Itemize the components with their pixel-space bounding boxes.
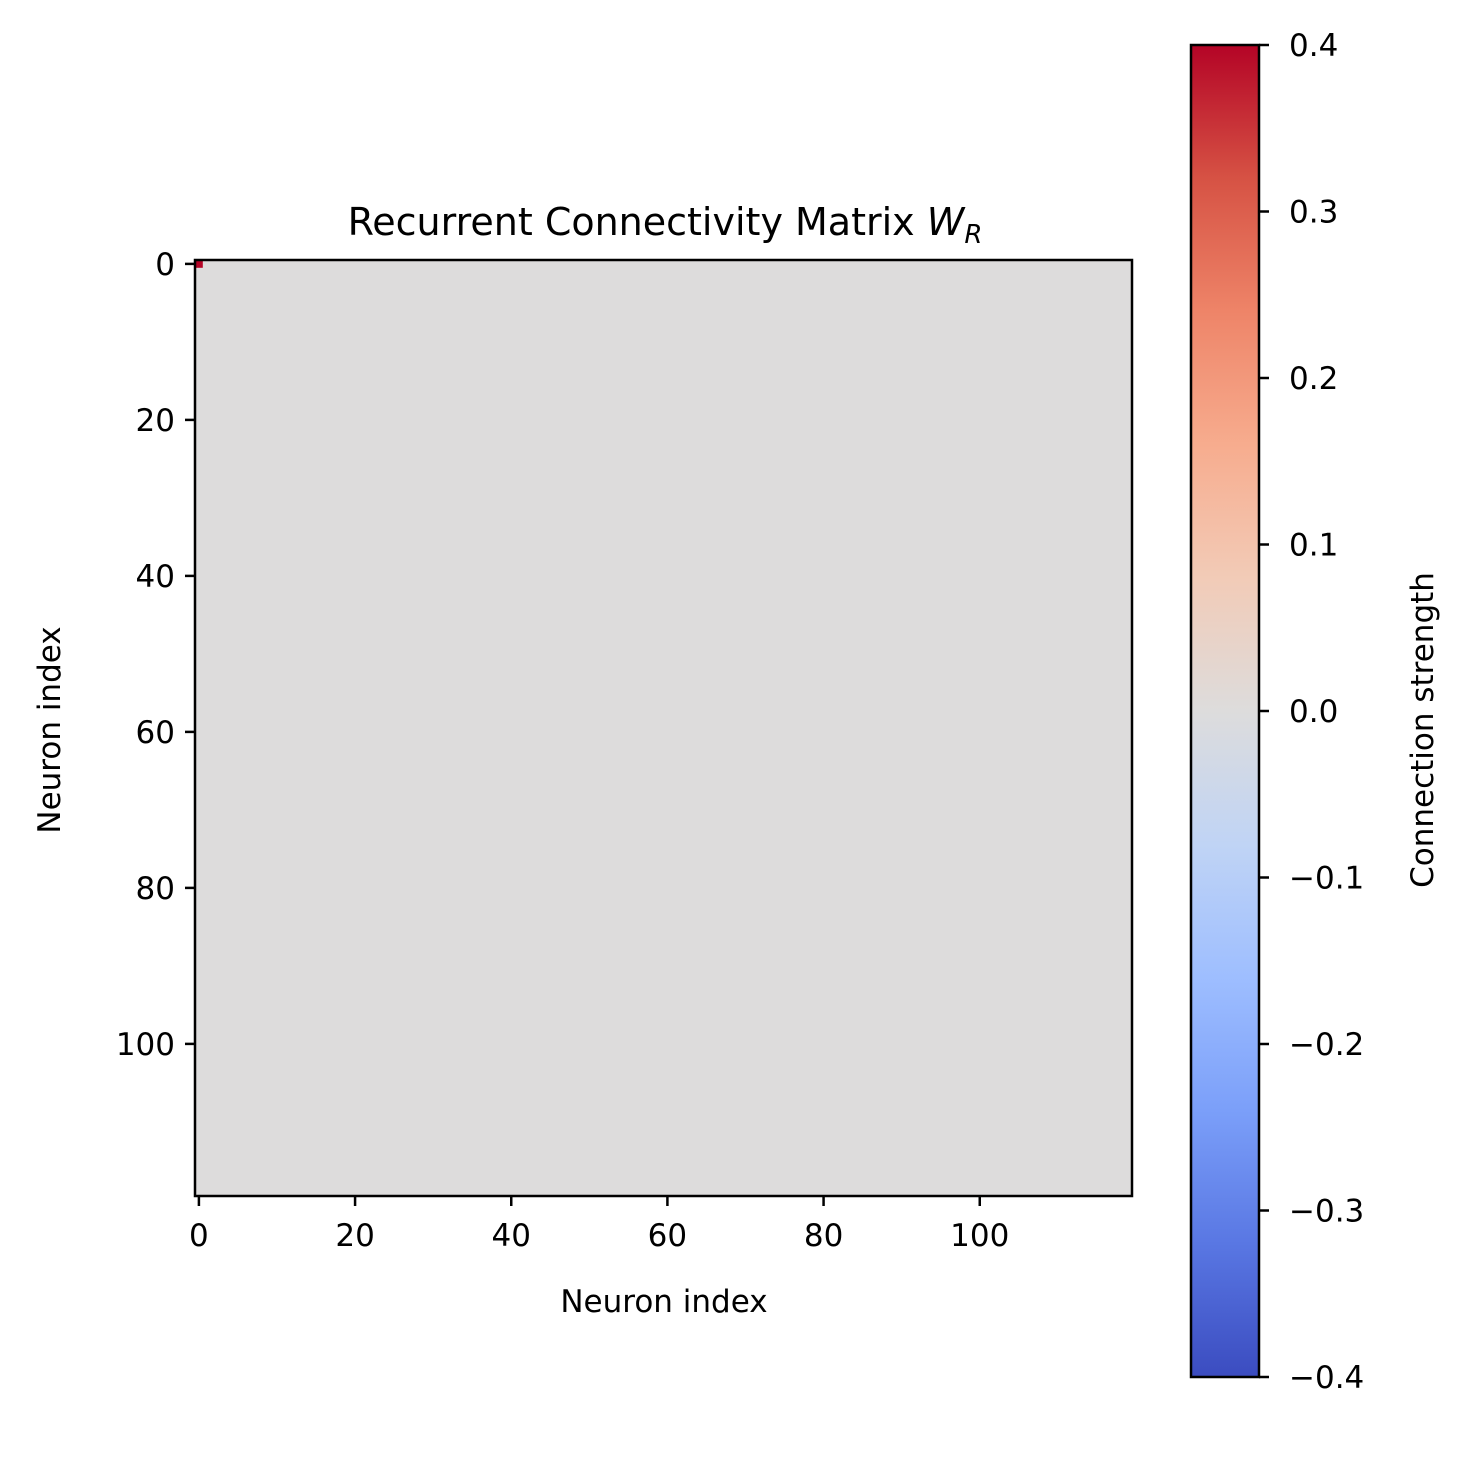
- colorbar-label: Connection strength: [1405, 572, 1441, 888]
- y-tick-label: 60: [136, 715, 175, 751]
- y-tick-label: 40: [136, 559, 175, 595]
- colorbar-gradient: [1191, 45, 1259, 1377]
- y-tick-label: 80: [136, 871, 175, 907]
- x-tick-label: 20: [335, 1218, 374, 1254]
- colorbar-tick-label: 0.3: [1289, 195, 1338, 231]
- x-axis-label: Neuron index: [560, 1284, 767, 1320]
- x-tick-label: 100: [950, 1218, 1009, 1254]
- colorbar-tick-label: 0.4: [1289, 28, 1338, 64]
- colorbar-tick-label: −0.3: [1289, 1194, 1364, 1230]
- x-axis: 0 20 40 60 80 100: [189, 1196, 1009, 1254]
- colorbar-tick-label: 0.1: [1289, 528, 1338, 564]
- colorbar-tick-label: −0.2: [1289, 1027, 1364, 1063]
- colorbar-tick-label: −0.4: [1289, 1360, 1364, 1396]
- colorbar-tick-label: 0.2: [1289, 361, 1338, 397]
- x-tick-label: 60: [648, 1218, 687, 1254]
- x-tick-label: 40: [492, 1218, 531, 1254]
- colorbar-tick-label: 0.0: [1289, 694, 1338, 730]
- x-tick-label: 80: [804, 1218, 843, 1254]
- heatmap-frame: [193, 258, 1134, 1198]
- y-axis-label: Neuron index: [32, 626, 68, 833]
- heatmap-cell-0-0: [195, 260, 203, 268]
- y-tick-label: 100: [116, 1027, 175, 1063]
- heatmap-background: [195, 260, 1132, 1196]
- y-axis: 0 20 40 60 80 100: [116, 247, 195, 1063]
- y-tick-label: 0: [155, 247, 175, 283]
- x-tick-label: 0: [189, 1218, 209, 1254]
- colorbar-tick-label: −0.1: [1289, 861, 1364, 897]
- y-tick-label: 20: [136, 403, 175, 439]
- heatmap-plot-area: [193, 258, 1134, 1198]
- chart-title: Recurrent Connectivity Matrix WR: [348, 200, 983, 250]
- colorbar: 0.4 0.3 0.2 0.1 0.0 −0.1 −0.2 −0.3 −0.4: [1189, 28, 1364, 1396]
